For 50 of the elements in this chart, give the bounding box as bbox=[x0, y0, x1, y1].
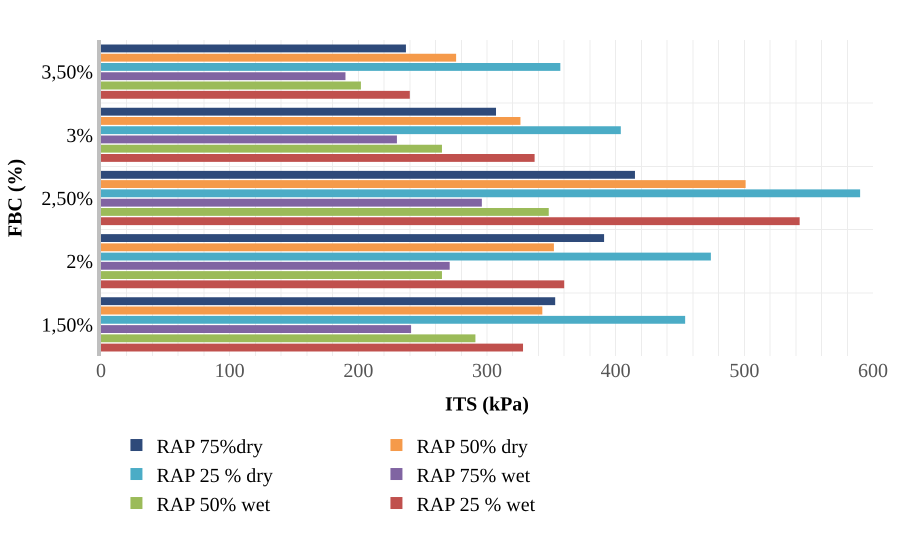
bar bbox=[101, 217, 800, 226]
y-tick-label: 2,50% bbox=[41, 188, 93, 210]
legend-label: RAP 50% dry bbox=[416, 436, 528, 458]
bar bbox=[101, 54, 456, 62]
bar bbox=[101, 316, 686, 324]
y-axis-title: FBC (%) bbox=[4, 158, 26, 238]
bar bbox=[101, 189, 860, 198]
x-axis-title: ITS (kPa) bbox=[445, 394, 529, 416]
bar bbox=[101, 63, 560, 71]
bar bbox=[101, 262, 450, 270]
bar bbox=[101, 126, 621, 134]
y-tick-label: 2% bbox=[66, 251, 93, 274]
y-tick-label: 3,50% bbox=[41, 62, 93, 84]
bar bbox=[101, 72, 346, 80]
legend-label: RAP 75% wet bbox=[416, 464, 531, 487]
bar bbox=[101, 108, 496, 116]
legend-label: RAP 25 % wet bbox=[416, 494, 536, 516]
bar bbox=[101, 344, 524, 352]
legend-label: RAP 25 % dry bbox=[156, 464, 273, 487]
bar bbox=[101, 334, 476, 342]
bar bbox=[101, 271, 442, 280]
x-tick-label: 400 bbox=[600, 360, 631, 382]
bar bbox=[101, 325, 412, 333]
bar bbox=[101, 243, 554, 252]
bar bbox=[101, 208, 549, 216]
bar bbox=[101, 136, 397, 144]
bar bbox=[101, 198, 482, 207]
bar bbox=[101, 306, 542, 314]
bar bbox=[101, 44, 406, 52]
bar bbox=[101, 90, 410, 99]
y-tick-label: 3% bbox=[66, 124, 93, 147]
bar bbox=[101, 82, 361, 90]
bar bbox=[101, 144, 442, 153]
bar bbox=[101, 280, 564, 288]
bar bbox=[101, 170, 635, 179]
x-tick-label: 0 bbox=[96, 360, 106, 382]
bar bbox=[101, 116, 520, 125]
bar bbox=[101, 154, 535, 162]
x-tick-label: 500 bbox=[729, 360, 760, 382]
bar bbox=[101, 297, 556, 306]
x-tick-label: 600 bbox=[858, 360, 888, 382]
x-tick-label: 300 bbox=[472, 360, 502, 382]
bar bbox=[101, 234, 604, 242]
x-tick-label: 100 bbox=[214, 360, 245, 382]
bar bbox=[101, 252, 711, 260]
bar bbox=[101, 180, 746, 188]
y-tick-label: 1,50% bbox=[41, 314, 93, 336]
legend-label: RAP 75%dry bbox=[156, 436, 263, 458]
x-tick-label: 200 bbox=[343, 360, 374, 382]
legend-label: RAP 50% wet bbox=[156, 494, 271, 516]
